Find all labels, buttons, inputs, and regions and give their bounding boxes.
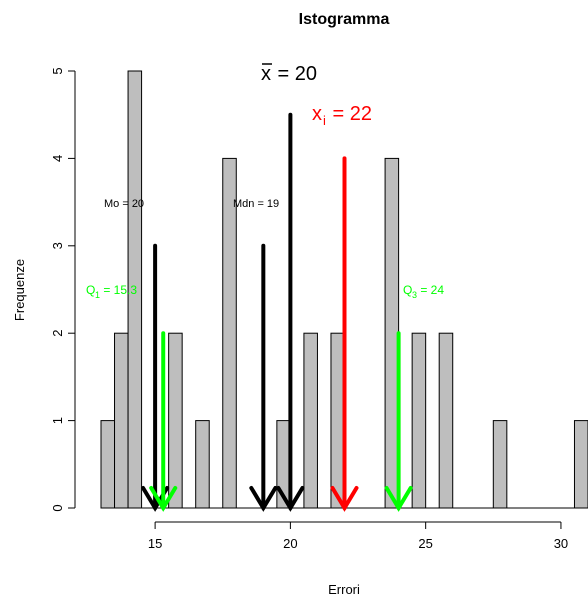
histogram-bar <box>384 157 400 509</box>
bars-layer <box>100 70 588 509</box>
x-tick-label: 25 <box>418 536 432 551</box>
q3-arrow <box>384 331 413 512</box>
y-axis-label: Frequenze <box>12 259 27 321</box>
q3-subscript: 3 <box>412 290 417 300</box>
y-tick-label: 1 <box>50 417 65 424</box>
annotation-mean: x = 20 <box>261 63 317 85</box>
histogram-bar <box>330 332 346 509</box>
xi-symbol: x <box>312 103 322 125</box>
x-tick-label: 30 <box>554 536 568 551</box>
q1-subscript: 1 <box>95 290 100 300</box>
mode-label: Mo = 20 <box>104 198 144 210</box>
q3-text: = 24 <box>417 283 444 297</box>
histogram-bar <box>411 332 427 509</box>
y-tick-label: 2 <box>50 330 65 337</box>
arrows-layer <box>141 112 413 512</box>
histogram-bar <box>492 420 508 509</box>
annotation-q3: Q 3 = 24 <box>403 283 444 300</box>
median-label: Mdn = 19 <box>233 198 279 210</box>
xi-arrow <box>330 156 359 512</box>
x-axis-label: Errori <box>328 582 360 597</box>
histogram-bar <box>438 332 454 509</box>
annotation-q1: Q 1 = 15.3 <box>86 283 137 300</box>
axes-layer: 0 1 2 3 4 5 15 20 25 30 <box>50 67 568 551</box>
x-tick-label: 20 <box>283 536 297 551</box>
mean-arrow <box>276 112 305 512</box>
y-tick-label: 0 <box>50 504 65 511</box>
histogram-bar <box>168 332 183 509</box>
mean-symbol: x <box>261 63 271 85</box>
histogram-bar <box>114 332 129 509</box>
q1-arrow <box>149 331 178 512</box>
median-arrow <box>249 243 278 512</box>
y-tick-label: 5 <box>50 67 65 74</box>
q1-symbol: Q <box>86 283 95 297</box>
q3-symbol: Q <box>403 283 412 297</box>
y-tick-label: 3 <box>50 242 65 249</box>
histogram-bar <box>100 420 116 509</box>
histogram-bar <box>195 420 210 509</box>
x-tick-label: 15 <box>148 536 162 551</box>
q1-text: = 15.3 <box>100 283 137 297</box>
histogram-bar <box>573 420 588 509</box>
histogram-bar <box>303 332 318 509</box>
mean-text: = 20 <box>272 63 317 85</box>
y-tick-label: 4 <box>50 155 65 162</box>
xi-text: = 22 <box>327 103 372 125</box>
xi-subscript: i <box>323 113 326 128</box>
histogram-bar <box>222 157 237 509</box>
annotation-xi: x i = 22 <box>312 103 372 128</box>
chart-title: Istogramma <box>299 11 390 28</box>
